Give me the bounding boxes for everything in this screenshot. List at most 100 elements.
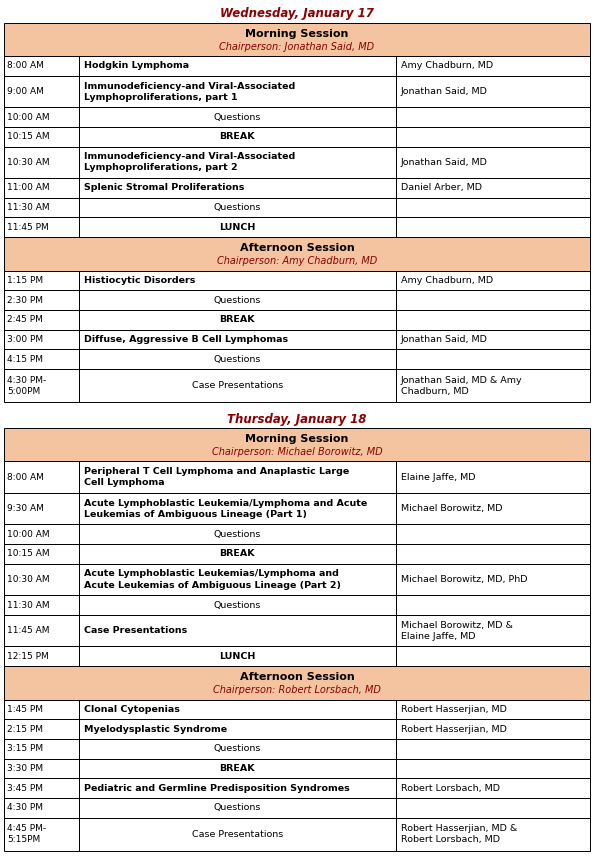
Text: Hodgkin Lymphoma: Hodgkin Lymphoma <box>84 62 189 70</box>
Bar <box>79 369 396 402</box>
Bar <box>79 198 396 217</box>
Text: 3:45 PM: 3:45 PM <box>7 783 43 793</box>
Text: 10:30 AM: 10:30 AM <box>7 575 50 584</box>
Bar <box>4 699 79 719</box>
Bar <box>396 198 590 217</box>
Bar <box>4 270 79 290</box>
Text: Robert Hasserjian, MD: Robert Hasserjian, MD <box>401 724 507 734</box>
Bar <box>4 290 79 310</box>
Bar <box>4 564 79 595</box>
Bar <box>396 290 590 310</box>
Text: 10:00 AM: 10:00 AM <box>7 113 50 122</box>
Text: Immunodeficiency-and Viral-Associated
Lymphoproliferations, part 2: Immunodeficiency-and Viral-Associated Ly… <box>84 152 295 172</box>
Text: 4:30 PM-
5:00PM: 4:30 PM- 5:00PM <box>7 376 46 395</box>
Bar <box>4 595 79 615</box>
Text: Robert Lorsbach, MD: Robert Lorsbach, MD <box>401 783 500 793</box>
Bar <box>79 699 396 719</box>
Bar <box>79 778 396 798</box>
Text: 11:30 AM: 11:30 AM <box>7 203 50 212</box>
Bar <box>79 719 396 739</box>
Text: 3:00 PM: 3:00 PM <box>7 335 43 344</box>
Bar <box>4 349 79 369</box>
Bar <box>79 107 396 127</box>
Bar <box>79 798 396 817</box>
Text: Morning Session: Morning Session <box>245 29 349 39</box>
Bar <box>79 817 396 851</box>
Text: Jonathan Said, MD & Amy
Chadburn, MD: Jonathan Said, MD & Amy Chadburn, MD <box>401 376 522 395</box>
Bar <box>396 127 590 146</box>
Bar <box>4 739 79 758</box>
Text: Amy Chadburn, MD: Amy Chadburn, MD <box>401 276 493 285</box>
Text: Questions: Questions <box>213 803 261 812</box>
Bar <box>79 330 396 349</box>
Bar <box>396 719 590 739</box>
Text: Histiocytic Disorders: Histiocytic Disorders <box>84 276 195 285</box>
Bar <box>4 310 79 330</box>
Text: Elaine Jaffe, MD: Elaine Jaffe, MD <box>401 473 475 482</box>
Text: 10:30 AM: 10:30 AM <box>7 158 50 167</box>
Text: Michael Borowitz, MD, PhD: Michael Borowitz, MD, PhD <box>401 575 527 584</box>
Text: Chairperson: Jonathan Said, MD: Chairperson: Jonathan Said, MD <box>219 42 375 52</box>
Bar <box>79 56 396 76</box>
Text: Case Presentations: Case Presentations <box>192 381 283 390</box>
Bar <box>79 646 396 666</box>
Text: Pediatric and Germline Predisposition Syndromes: Pediatric and Germline Predisposition Sy… <box>84 783 349 793</box>
Bar <box>79 146 396 178</box>
Text: 10:15 AM: 10:15 AM <box>7 550 50 558</box>
Text: Questions: Questions <box>213 601 261 609</box>
Text: 10:15 AM: 10:15 AM <box>7 133 50 141</box>
Bar <box>396 369 590 402</box>
Bar <box>79 739 396 758</box>
Text: Chairperson: Michael Borowitz, MD: Chairperson: Michael Borowitz, MD <box>211 447 383 457</box>
Bar <box>79 525 396 544</box>
Bar <box>4 127 79 146</box>
Bar <box>396 330 590 349</box>
Text: Jonathan Said, MD: Jonathan Said, MD <box>401 158 488 167</box>
Text: Morning Session: Morning Session <box>245 434 349 444</box>
Text: BREAK: BREAK <box>219 550 255 558</box>
Text: Case Presentations: Case Presentations <box>192 829 283 839</box>
Text: 9:30 AM: 9:30 AM <box>7 504 44 513</box>
Bar <box>396 349 590 369</box>
Bar <box>396 107 590 127</box>
Text: Diffuse, Aggressive B Cell Lymphomas: Diffuse, Aggressive B Cell Lymphomas <box>84 335 288 344</box>
Text: Wednesday, January 17: Wednesday, January 17 <box>220 8 374 21</box>
Text: Michael Borowitz, MD: Michael Borowitz, MD <box>401 504 502 513</box>
Text: Amy Chadburn, MD: Amy Chadburn, MD <box>401 62 493 70</box>
Bar <box>4 758 79 778</box>
Text: Questions: Questions <box>213 295 261 305</box>
Bar <box>4 107 79 127</box>
Text: LUNCH: LUNCH <box>219 223 255 232</box>
Bar <box>4 525 79 544</box>
Bar <box>4 666 590 699</box>
Bar <box>396 615 590 646</box>
Text: 10:00 AM: 10:00 AM <box>7 530 50 538</box>
Text: 4:15 PM: 4:15 PM <box>7 354 43 364</box>
Bar <box>79 544 396 564</box>
Text: Robert Hasserjian, MD: Robert Hasserjian, MD <box>401 704 507 714</box>
Bar <box>396 699 590 719</box>
Bar <box>79 564 396 595</box>
Text: Chairperson: Amy Chadburn, MD: Chairperson: Amy Chadburn, MD <box>217 256 377 266</box>
Bar <box>396 544 590 564</box>
Text: 1:15 PM: 1:15 PM <box>7 276 43 285</box>
Text: 3:15 PM: 3:15 PM <box>7 744 43 753</box>
Text: BREAK: BREAK <box>219 764 255 773</box>
Bar <box>79 615 396 646</box>
Text: 11:00 AM: 11:00 AM <box>7 183 50 193</box>
Text: Michael Borowitz, MD &
Elaine Jaffe, MD: Michael Borowitz, MD & Elaine Jaffe, MD <box>401 621 513 640</box>
Text: BREAK: BREAK <box>219 133 255 141</box>
Bar <box>396 217 590 237</box>
Text: Jonathan Said, MD: Jonathan Said, MD <box>401 87 488 96</box>
Text: LUNCH: LUNCH <box>219 651 255 661</box>
Bar <box>79 127 396 146</box>
Bar <box>396 758 590 778</box>
Bar <box>4 615 79 646</box>
Bar <box>79 270 396 290</box>
Text: Afternoon Session: Afternoon Session <box>239 243 355 253</box>
Bar <box>4 217 79 237</box>
Text: Chairperson: Robert Lorsbach, MD: Chairperson: Robert Lorsbach, MD <box>213 685 381 695</box>
Text: Questions: Questions <box>213 354 261 364</box>
Text: 8:00 AM: 8:00 AM <box>7 62 44 70</box>
Bar <box>396 310 590 330</box>
